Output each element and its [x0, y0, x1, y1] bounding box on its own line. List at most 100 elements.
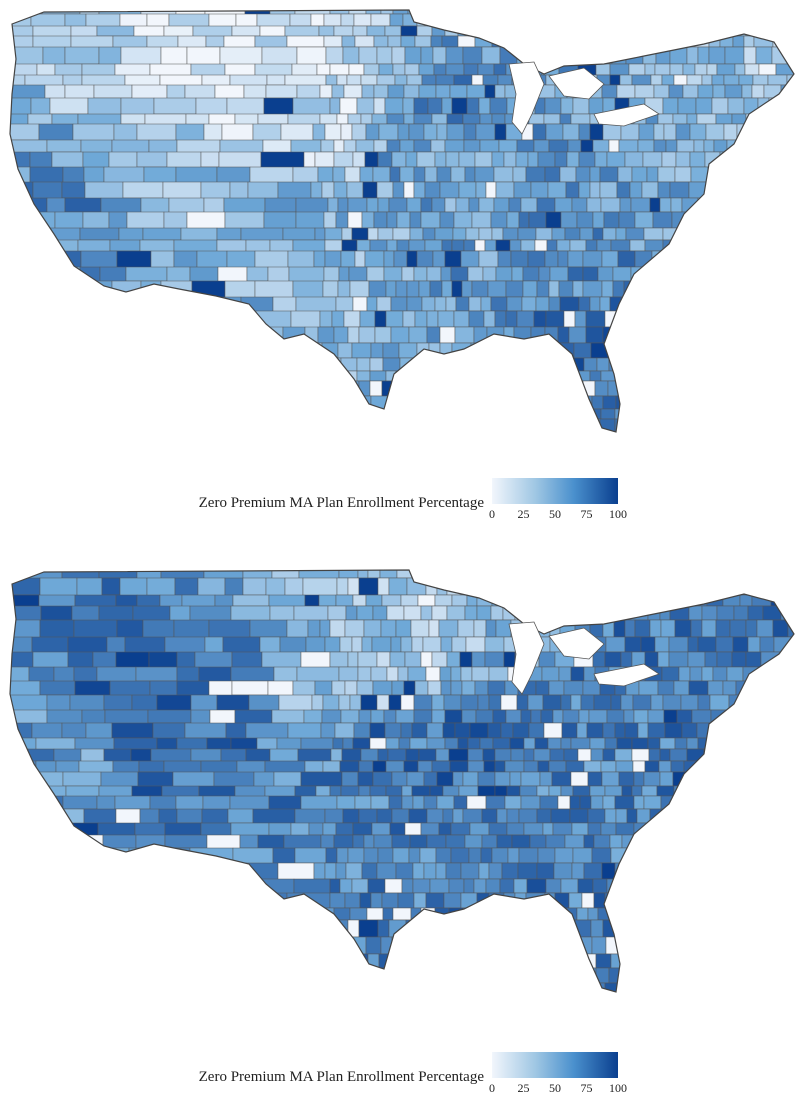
county-cell: [432, 250, 446, 268]
county-cell: [739, 577, 759, 596]
county-cell: [634, 211, 654, 229]
county-cell: [450, 266, 469, 282]
county-cell: [624, 151, 644, 168]
county-cell: [545, 878, 562, 894]
county-cell: [485, 619, 497, 638]
county-cell: [395, 280, 408, 298]
county-cell: [404, 651, 422, 668]
county-cell: [332, 166, 346, 183]
county-cell: [106, 982, 136, 992]
county-cell: [341, 239, 358, 252]
county-cell: [450, 666, 462, 682]
county-cell: [489, 357, 508, 372]
county-cell: [10, 651, 34, 670]
county-cell: [31, 380, 56, 403]
county-cell: [316, 936, 329, 955]
county-cell: [664, 953, 677, 969]
county-cell: [578, 25, 590, 37]
county-cell: [341, 35, 356, 48]
county-cell: [616, 605, 630, 621]
county-cell: [282, 433, 313, 434]
county-cell: [10, 197, 48, 219]
county-cell: [777, 878, 794, 894]
county-cell: [194, 651, 233, 670]
county-cell: [633, 433, 646, 434]
county-cell: [10, 907, 41, 925]
county-cell: [313, 862, 326, 880]
county-cell: [369, 370, 387, 382]
county-cell: [668, 84, 684, 99]
county-cell: [619, 13, 636, 27]
county-cell: [604, 310, 625, 328]
county-cell: [521, 594, 542, 607]
county-cell: [715, 808, 734, 824]
county-cell: [560, 785, 574, 797]
county-cell: [542, 822, 554, 836]
county-cell: [528, 722, 545, 739]
county-cell: [704, 370, 722, 382]
county-cell: [378, 123, 399, 141]
county-cell: [644, 239, 664, 252]
county-cell: [351, 982, 370, 992]
county-cell: [554, 151, 568, 168]
county-cell: [445, 296, 457, 312]
county-cell: [634, 250, 653, 268]
county-cell: [771, 795, 787, 810]
county-cell: [524, 25, 540, 37]
county-cell: [370, 408, 390, 420]
county-cell: [572, 785, 591, 797]
county-cell: [581, 10, 601, 15]
county-cell: [208, 619, 251, 639]
county-cell: [606, 151, 626, 168]
county-cell: [634, 84, 655, 99]
county-cell: [461, 280, 473, 298]
county-cell: [756, 395, 769, 410]
county-cell: [791, 139, 794, 153]
county-cell: [617, 380, 633, 397]
county-cell: [320, 722, 336, 739]
county-cell: [767, 74, 788, 86]
county-cell: [69, 694, 105, 713]
county-cell: [10, 342, 33, 362]
county-cell: [792, 13, 794, 27]
county-cell: [465, 636, 486, 653]
county-cell: [426, 808, 444, 824]
county-cell: [68, 357, 112, 378]
county-cell: [487, 280, 507, 298]
county-cell: [403, 84, 420, 99]
county-cell: [639, 577, 652, 596]
county-cell: [494, 760, 506, 773]
county-cell: [411, 785, 431, 797]
great-lake: [548, 627, 605, 660]
county-cell: [724, 380, 738, 397]
county-cell: [535, 296, 550, 312]
county-cell: [730, 748, 750, 762]
county-cell: [497, 907, 515, 921]
county-cell: [737, 342, 754, 359]
county-cell: [788, 35, 794, 48]
county-cell: [38, 357, 70, 378]
county-cell: [124, 326, 159, 347]
county-cell: [618, 211, 636, 229]
county-cell: [426, 310, 439, 328]
county-cell: [672, 35, 691, 48]
county-cell: [124, 636, 166, 655]
county-cell: [585, 326, 604, 344]
county-cell: [683, 760, 703, 773]
county-cell: [600, 760, 617, 773]
county-cell: [704, 651, 718, 668]
county-cell: [216, 694, 250, 713]
county-cell: [601, 84, 618, 99]
county-cell: [665, 10, 680, 15]
county-cell: [694, 357, 715, 372]
county-cell: [570, 737, 591, 750]
county-cell: [426, 370, 446, 382]
county-cell: [793, 808, 794, 824]
county-cell: [625, 577, 641, 596]
county-cell: [416, 408, 436, 420]
county-cell: [528, 907, 547, 921]
county-cell: [562, 35, 581, 48]
county-cell: [662, 694, 682, 711]
county-cell: [31, 418, 74, 432]
county-cell: [604, 982, 624, 992]
